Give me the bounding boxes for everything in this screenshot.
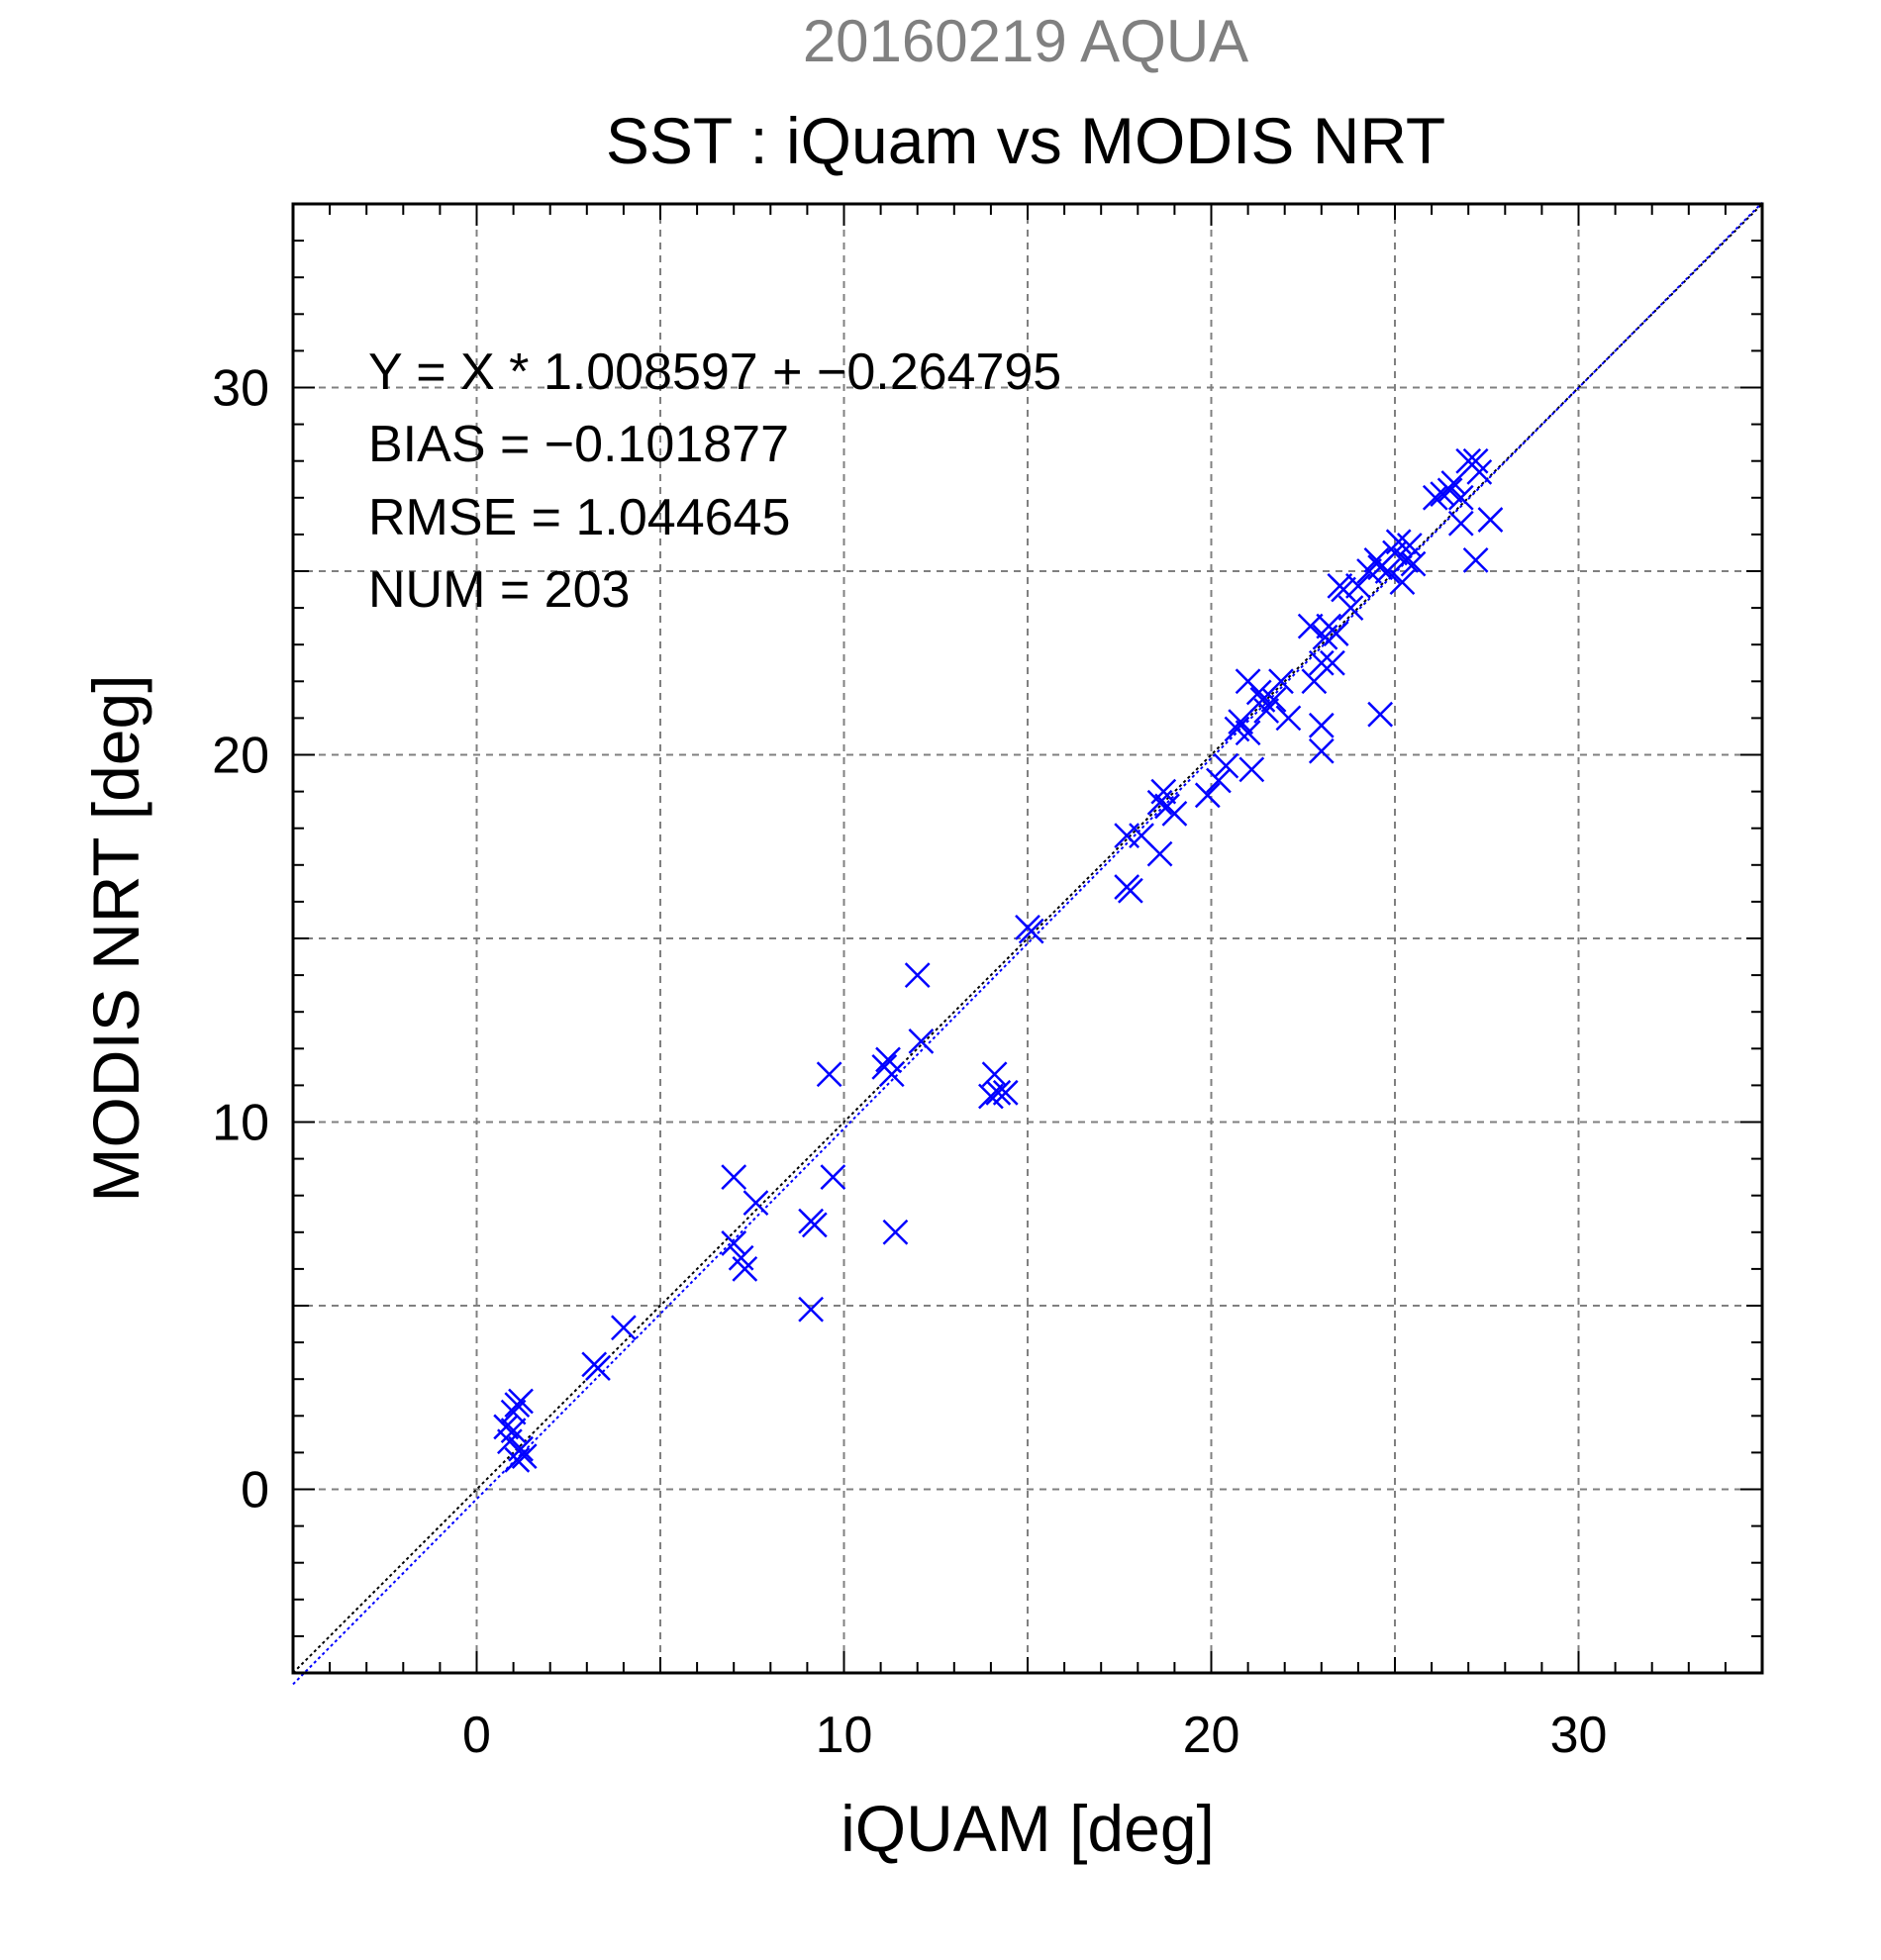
reference-lines (292, 201, 1763, 1686)
y-tick-label: 30 (212, 360, 269, 418)
x-tick-label: 10 (816, 1707, 873, 1764)
data-point (1245, 679, 1272, 706)
data-point (493, 1414, 520, 1440)
data-point (1018, 918, 1044, 944)
data-point (585, 1355, 611, 1381)
data-point (611, 1315, 637, 1341)
y-tick-label: 10 (212, 1095, 269, 1152)
data-point (908, 1028, 935, 1054)
plot-frame (291, 202, 1764, 1675)
data-point (1389, 569, 1416, 596)
data-point (1447, 484, 1474, 511)
data-point (1374, 558, 1401, 584)
data-point (816, 1061, 842, 1088)
rmse-value: RMSE = 1.044645 (368, 489, 790, 546)
data-point (1462, 546, 1489, 573)
data-point (1308, 712, 1335, 738)
data-point (1466, 458, 1493, 485)
data-point (992, 1079, 1019, 1106)
data-point (875, 1046, 901, 1073)
data-point (1477, 507, 1504, 533)
data-point (732, 1256, 758, 1282)
data-point (1337, 595, 1364, 621)
data-points (493, 447, 1504, 1473)
data-point (1228, 709, 1254, 735)
data-point (878, 1061, 905, 1088)
data-point (1308, 649, 1335, 676)
data-point (1268, 668, 1294, 695)
data-point (1440, 470, 1467, 496)
data-point (904, 962, 931, 988)
data-point (1367, 701, 1394, 728)
data-point (1331, 576, 1356, 603)
data-point (1393, 546, 1420, 573)
data-point (1447, 510, 1474, 537)
chart-supertitle: 20160219 AQUA (803, 8, 1248, 74)
data-point (1194, 782, 1221, 809)
data-point (1150, 778, 1177, 805)
data-point (801, 1212, 828, 1238)
data-point (511, 1443, 538, 1469)
data-point (1146, 840, 1173, 867)
x-tick-label: 20 (1183, 1707, 1240, 1764)
data-point (721, 1164, 747, 1191)
data-point (1323, 621, 1349, 646)
data-point (1213, 752, 1239, 779)
data-point (978, 1083, 1004, 1110)
data-point (500, 1418, 527, 1444)
data-point (820, 1164, 846, 1191)
data-point (504, 1446, 531, 1473)
data-point (500, 1399, 527, 1425)
y-axis-label: MODIS NRT [deg] (79, 674, 152, 1202)
data-point (1345, 572, 1371, 599)
data-point (1114, 874, 1140, 900)
fit-equation: Y = X * 1.008597 + −0.264795 (368, 343, 1061, 401)
data-point (1297, 613, 1324, 639)
data-point (1320, 649, 1345, 676)
axis-ticks (293, 204, 1762, 1673)
data-point (1253, 698, 1280, 724)
chart-title: SST : iQuam vs MODIS NRT (606, 104, 1445, 177)
grid (293, 204, 1762, 1673)
data-point (742, 1190, 769, 1217)
num-value: NUM = 203 (368, 561, 630, 619)
x-tick-label: 0 (462, 1707, 491, 1764)
data-point (1400, 550, 1427, 577)
bias-value: BIAS = −0.101877 (368, 416, 789, 473)
x-tick-label: 30 (1550, 1707, 1608, 1764)
y-tick-label: 0 (241, 1462, 269, 1519)
data-point (1260, 686, 1287, 713)
data-point (1238, 756, 1265, 783)
stats-box: Y = X * 1.008597 + −0.264795 BIAS = −0.1… (368, 343, 1061, 619)
tick-labels: 0 0 10 10 20 20 30 30 (212, 360, 1607, 1765)
data-point (882, 1219, 909, 1245)
data-point (798, 1296, 824, 1323)
data-point (721, 1230, 747, 1256)
identity-line (292, 203, 1763, 1674)
data-point (985, 1079, 1012, 1106)
x-axis-label: iQUAM [deg] (841, 1792, 1215, 1865)
data-point (1275, 705, 1302, 732)
data-point (1161, 800, 1188, 827)
data-point (1436, 477, 1463, 504)
data-point (1206, 767, 1232, 794)
data-point (1235, 720, 1261, 746)
data-point (508, 1388, 534, 1415)
data-point (1308, 737, 1335, 764)
y-tick-label: 20 (212, 728, 269, 785)
data-point (1422, 484, 1448, 511)
